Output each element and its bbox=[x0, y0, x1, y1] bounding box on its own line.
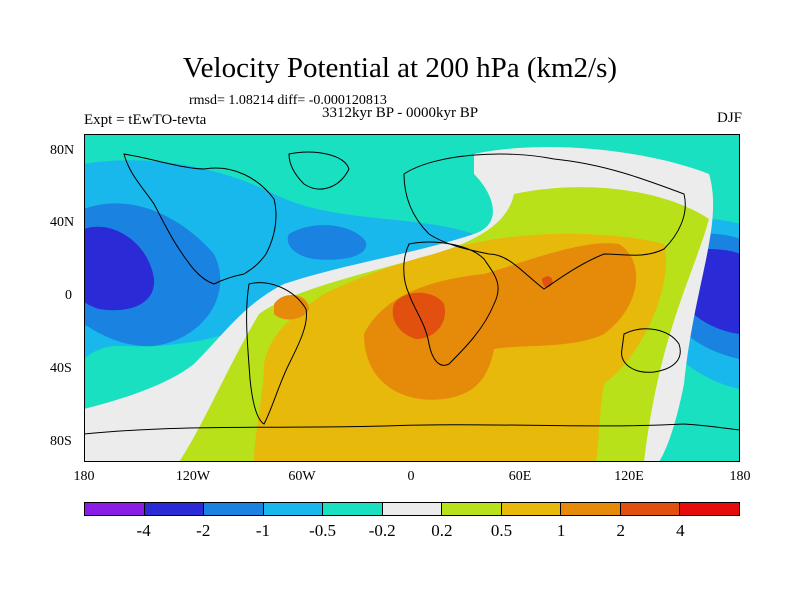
stats-text: rmsd= 1.08214 diff= -0.000120813 bbox=[189, 93, 387, 108]
colorbar-swatch bbox=[263, 503, 324, 515]
period-label: 3312kyr BP - 0000kyr BP bbox=[322, 105, 479, 121]
y-tick-label: 40S bbox=[50, 361, 72, 376]
experiment-label: Expt = tEwTO-tevta bbox=[84, 112, 207, 128]
colorbar-swatch bbox=[85, 503, 145, 515]
field-negative-atlantic bbox=[287, 225, 367, 260]
colorbar-label: 4 bbox=[676, 521, 685, 540]
colorbar-label: -2 bbox=[196, 521, 211, 540]
x-tick-label: 0 bbox=[407, 469, 415, 484]
field-positive-high bbox=[364, 243, 637, 400]
colorbar-swatch bbox=[501, 503, 562, 515]
colorbar bbox=[84, 502, 740, 516]
x-tick-label: 180 bbox=[729, 469, 751, 484]
colorbar-swatch bbox=[620, 503, 681, 515]
north-america-coast bbox=[123, 153, 277, 285]
colorbar-swatch bbox=[204, 503, 264, 515]
x-tick-label: 60E bbox=[508, 469, 532, 484]
coastlines bbox=[84, 151, 740, 435]
colorbar-swatch bbox=[144, 503, 205, 515]
season-label: DJF bbox=[716, 110, 742, 126]
colorbar-label: -0.5 bbox=[309, 521, 336, 540]
map-panel bbox=[84, 134, 740, 462]
y-tick-label: 80N bbox=[50, 143, 75, 158]
colorbar-swatch bbox=[382, 503, 443, 515]
x-tick-label: 120W bbox=[175, 469, 211, 484]
colorbar-swatch bbox=[561, 503, 621, 515]
x-tick-label: 180 bbox=[73, 469, 95, 484]
map-title: Velocity Potential at 200 hPa (km2/s) bbox=[182, 52, 618, 84]
colorbar-swatch bbox=[680, 503, 740, 515]
colorbar-label: -0.2 bbox=[368, 521, 396, 540]
colorbar-label: -1 bbox=[255, 521, 270, 540]
colorbar-label: 0.5 bbox=[490, 521, 513, 540]
velocity-potential-field bbox=[84, 134, 740, 462]
colorbar-label: -4 bbox=[136, 521, 151, 540]
colorbar-label: 1 bbox=[556, 521, 566, 540]
colorbar-label: 0.2 bbox=[431, 521, 453, 540]
greenland-coast bbox=[288, 151, 350, 190]
colorbar-label: 2 bbox=[616, 521, 625, 540]
x-tick-label: 120E bbox=[614, 469, 644, 484]
antarctica-coast bbox=[84, 423, 740, 435]
field-negative-core-pacific bbox=[84, 226, 155, 311]
colorbar-swatch bbox=[323, 503, 383, 515]
y-tick-label: 40N bbox=[50, 215, 75, 230]
australia-coast bbox=[621, 328, 681, 373]
x-tick-label: 60W bbox=[288, 469, 316, 484]
y-tick-label: 80S bbox=[50, 434, 72, 449]
south-america-coast bbox=[246, 282, 308, 425]
africa-coast bbox=[403, 241, 499, 366]
y-tick-label: 0 bbox=[65, 288, 72, 303]
colorbar-swatch bbox=[442, 503, 502, 515]
